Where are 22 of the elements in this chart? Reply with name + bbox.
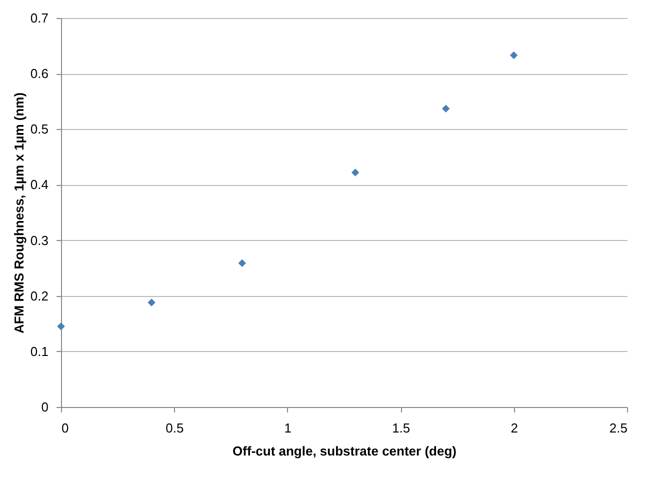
x-tick-label: 1.5	[392, 420, 410, 436]
y-tick-label: 0.2	[30, 288, 48, 304]
point	[351, 168, 360, 176]
point	[510, 51, 518, 60]
x-tick-label: 0.5	[166, 420, 184, 436]
x-tick-label: 2	[510, 420, 518, 436]
y-tick-label: 0.4	[30, 177, 48, 192]
y-tick-label: 0.7	[30, 10, 48, 26]
y-tick-label: 0	[41, 400, 48, 414]
x-tick-label: 0	[62, 420, 69, 436]
x-tick-label: 2.5	[609, 420, 628, 436]
x-axis-title: Off-cut angle, substrate center (deg)	[232, 444, 456, 458]
point	[442, 104, 450, 112]
y-axis-title: AFM RMS Roughness, 1µm x 1µm (nm)	[11, 92, 26, 334]
x-tick-label: 1	[284, 420, 292, 436]
y-tick-label: 0.5	[30, 122, 48, 137]
y-tick-label: 0.6	[30, 66, 48, 82]
point	[238, 259, 246, 267]
point	[57, 322, 65, 330]
y-tick-label: 0.3	[30, 232, 48, 248]
y-tick-label: 0.1	[30, 344, 48, 359]
point	[148, 298, 156, 306]
